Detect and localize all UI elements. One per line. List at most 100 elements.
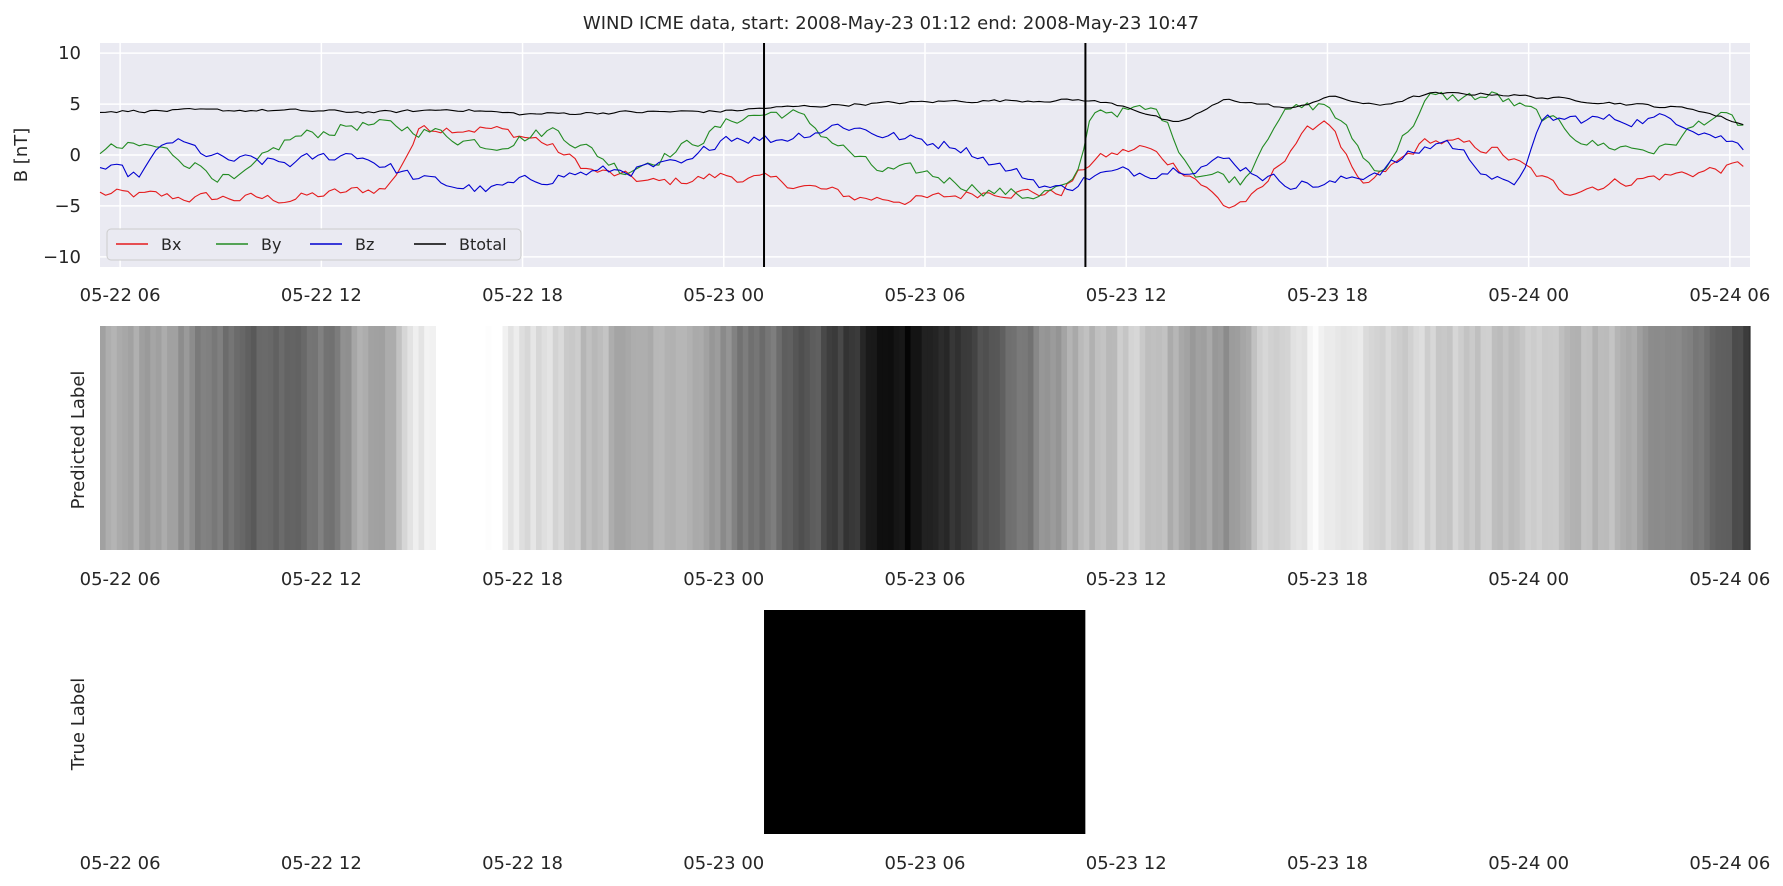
y-tick-label: 5 — [70, 94, 81, 115]
heatmap-cell — [290, 326, 297, 550]
heatmap-cell — [1033, 326, 1040, 550]
heatmap-cell — [418, 326, 425, 550]
heatmap-cell — [1324, 326, 1331, 550]
heatmap-cell — [1229, 326, 1236, 550]
heatmap-cell — [1603, 326, 1610, 550]
heatmap-cell — [195, 326, 202, 550]
heatmap-cell — [787, 326, 794, 550]
legend-label-bz: Bz — [355, 235, 374, 254]
heatmap-cell — [888, 326, 895, 550]
heatmap-cell — [1715, 326, 1722, 550]
heatmap-cell — [1061, 326, 1068, 550]
predicted-label-axis-label: Predicted Label — [68, 371, 89, 510]
heatmap-cell — [1167, 326, 1174, 550]
heatmap-cell — [1575, 326, 1582, 550]
grid-lines — [100, 43, 1750, 267]
y-tick-label: −5 — [54, 196, 81, 217]
heatmap-cell — [619, 326, 627, 550]
x-tick-label: 05-24 06 — [1689, 285, 1770, 306]
heatmap-cell — [647, 326, 654, 550]
heatmap-cell — [1570, 326, 1577, 550]
heatmap-cell — [1620, 326, 1627, 550]
heatmap-cell — [960, 326, 967, 550]
heatmap-cell — [1145, 326, 1152, 550]
heatmap-cell — [1296, 326, 1303, 550]
heatmap-cell — [1318, 326, 1325, 550]
chart-title: WIND ICME data, start: 2008-May-23 01:12… — [583, 13, 1199, 34]
heatmap-cell — [1609, 326, 1616, 550]
heatmap-cell — [1709, 326, 1716, 550]
heatmap-cell — [1223, 326, 1230, 550]
heatmap-cell — [686, 326, 694, 550]
x-tick-label: 05-22 12 — [281, 569, 362, 590]
heatmap-cell — [781, 326, 789, 550]
heatmap-cell — [563, 326, 571, 550]
heatmap-cell — [1564, 326, 1571, 550]
heatmap-cell — [1743, 326, 1750, 550]
heatmap-cell — [524, 326, 531, 550]
heatmap-cell — [776, 326, 783, 550]
heatmap-cell — [1514, 326, 1521, 550]
true-label-background-block — [1085, 610, 1750, 834]
heatmap-cell — [1083, 326, 1090, 550]
heatmap-cell — [1542, 326, 1549, 550]
heatmap-cell — [535, 326, 543, 550]
heatmap-cell — [1044, 326, 1051, 550]
heatmap-cell — [1134, 326, 1141, 550]
heatmap-cell — [720, 326, 727, 550]
series-group — [99, 91, 1744, 209]
heatmap-cell — [144, 326, 151, 550]
heatmap-cell — [826, 326, 833, 550]
heatmap-cell — [401, 326, 409, 550]
heatmap-cell — [703, 326, 710, 550]
heatmap-cell — [267, 326, 274, 550]
heatmap-cell — [368, 326, 375, 550]
heatmap-cell — [815, 326, 822, 550]
heatmap-cell — [575, 326, 582, 550]
heatmap-cell — [899, 326, 906, 550]
heatmap-cell — [1055, 326, 1062, 550]
event-lines — [763, 43, 1087, 267]
heatmap-cell — [1430, 326, 1437, 550]
heatmap-cell — [1284, 326, 1292, 550]
heatmap-cell — [1502, 326, 1510, 550]
x-tick-label: 05-22 12 — [281, 853, 362, 874]
heatmap-cell — [843, 326, 850, 550]
heatmap-cells — [100, 326, 1751, 550]
x-tick-label: 05-23 00 — [683, 853, 764, 874]
heatmap-cell — [1407, 326, 1415, 550]
heatmap-cell — [345, 326, 353, 550]
heatmap-cell — [1307, 326, 1314, 550]
heatmap-cell — [552, 326, 559, 550]
heatmap-cell — [1676, 326, 1683, 550]
x-tick-label: 05-24 06 — [1689, 853, 1770, 874]
x-tick-label: 05-24 00 — [1488, 853, 1569, 874]
heatmap-cell — [1011, 326, 1018, 550]
heatmap-cell — [860, 326, 867, 550]
y-tick-label: 0 — [70, 145, 81, 166]
heatmap-cell — [1111, 326, 1118, 550]
y-axis-label: B [nT] — [11, 128, 32, 183]
heatmap-cell — [988, 326, 995, 550]
true-label-axis-label: True Label — [68, 678, 89, 772]
heatmap-cell — [770, 326, 777, 550]
heatmap-cell — [1346, 326, 1353, 550]
heatmap-cell — [1178, 326, 1185, 550]
heatmap-cell — [1352, 326, 1359, 550]
heatmap-cell — [385, 326, 392, 550]
heatmap-cell — [1497, 326, 1504, 550]
heatmap-cell — [284, 326, 291, 550]
heatmap-cell — [508, 326, 515, 550]
heatmap-cell — [837, 326, 844, 550]
x-tick-label: 05-23 12 — [1086, 853, 1167, 874]
x-tick-label: 05-23 18 — [1287, 285, 1368, 306]
heatmap-cell — [876, 326, 884, 550]
x-tick-label: 05-22 06 — [80, 569, 161, 590]
heatmap-cell — [916, 326, 923, 550]
heatmap-cell — [172, 326, 179, 550]
heatmap-cell — [1078, 326, 1085, 550]
x-tick-label: 05-23 06 — [885, 853, 966, 874]
heatmap-cell — [1368, 326, 1375, 550]
heatmap-cell — [161, 326, 168, 550]
legend: Bx By Bz Btotal — [106, 228, 522, 261]
